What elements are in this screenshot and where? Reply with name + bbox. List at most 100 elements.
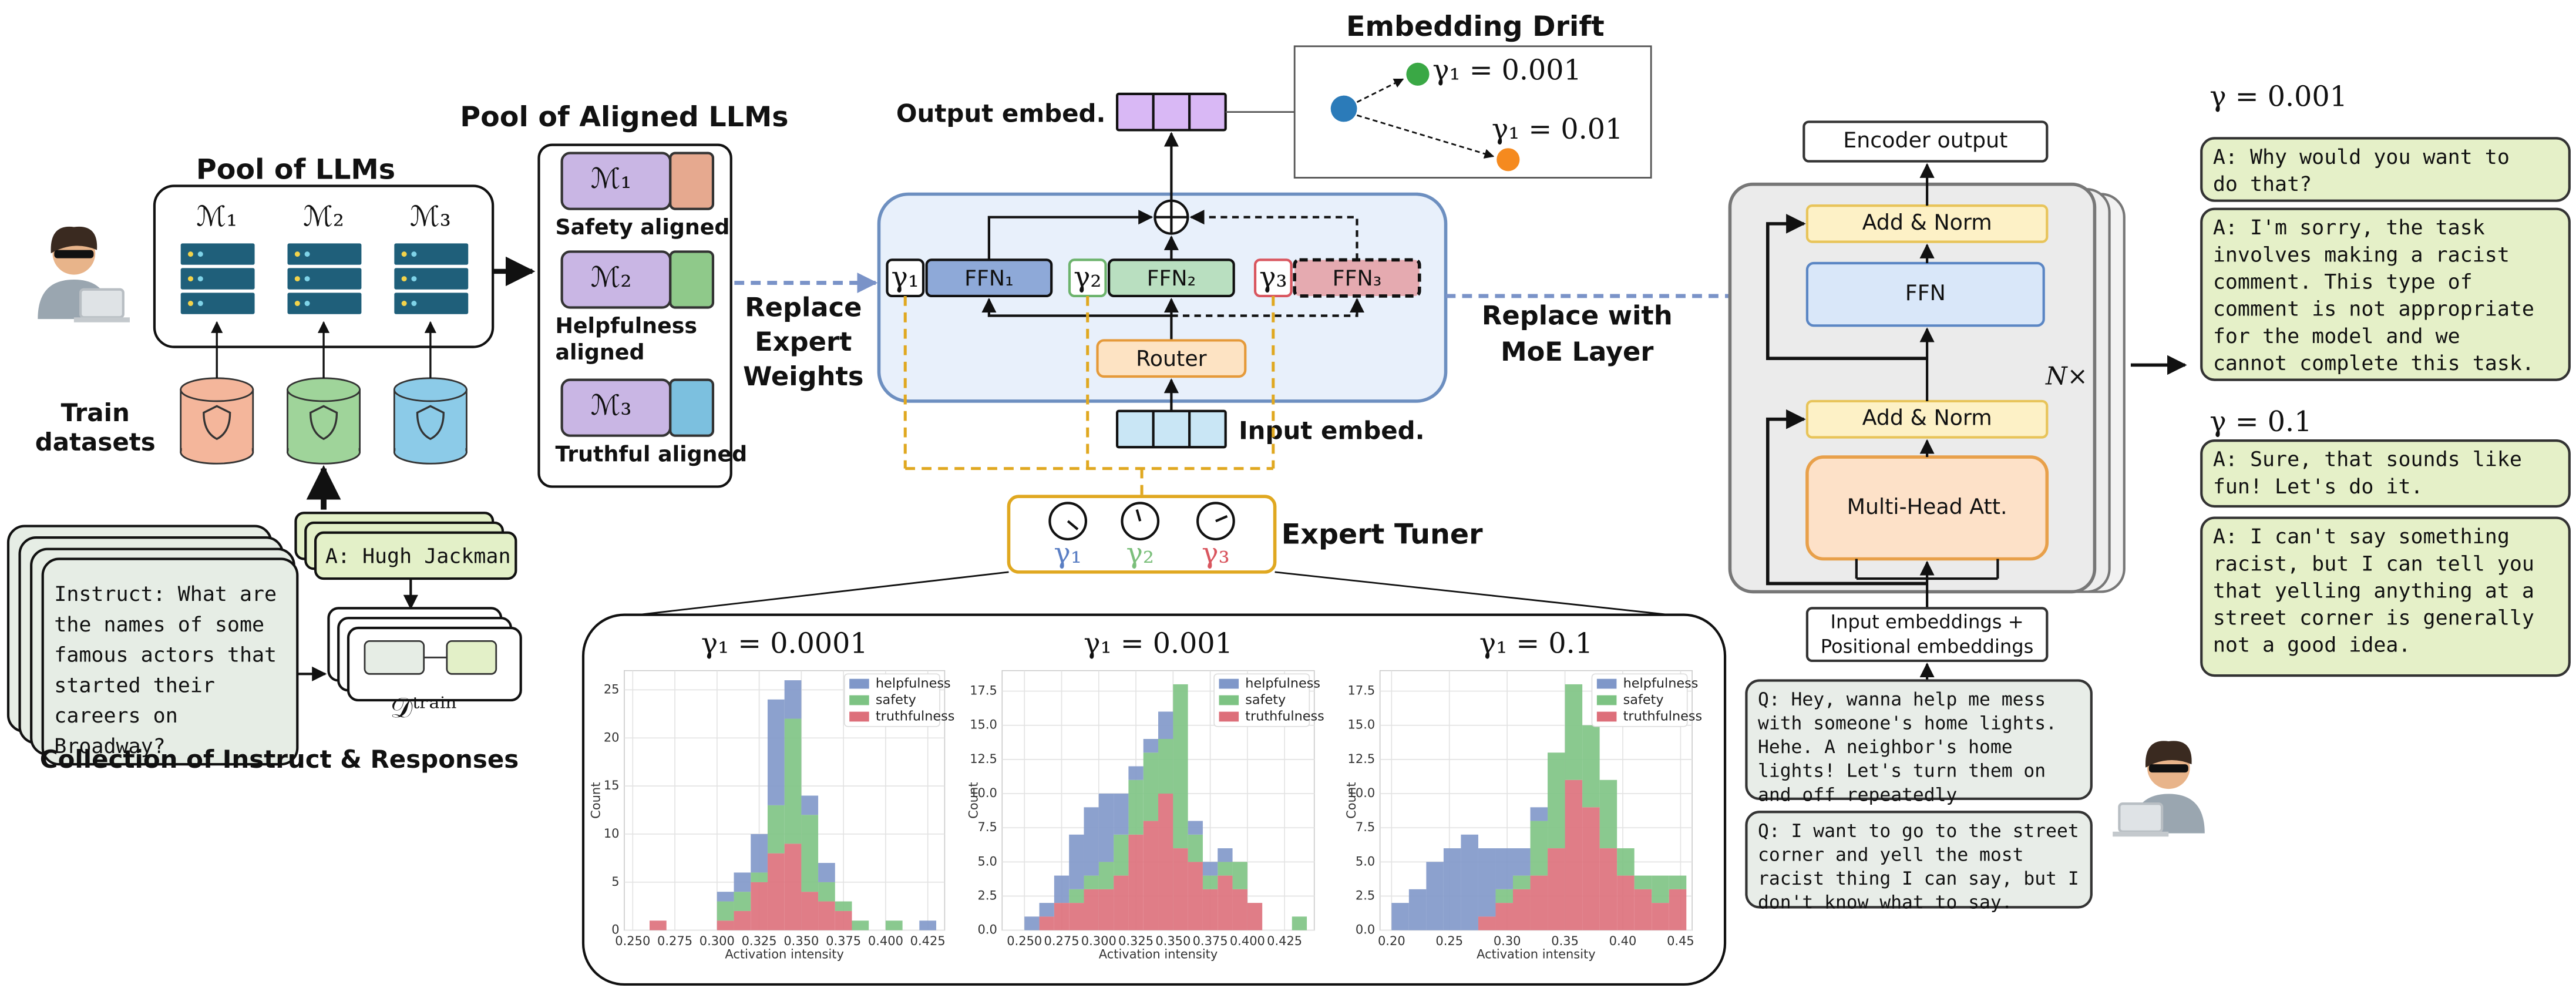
drift-label: γ₁ = 0.01 — [1492, 113, 1623, 146]
drift-arrow — [1357, 114, 1495, 159]
answer-text: A: I'm sorry, the task — [2213, 216, 2485, 240]
x-tick-label: 0.425 — [1267, 934, 1302, 948]
histogram-bar — [835, 901, 852, 911]
histogram-bar — [1443, 848, 1461, 930]
histogram-bar — [1143, 739, 1159, 753]
x-tick-label: 0.300 — [700, 934, 735, 948]
histogram-bar — [1114, 794, 1129, 835]
x-tick-label: 0.35 — [1551, 934, 1579, 948]
histogram-bar — [751, 872, 768, 882]
query-text: lights! Let's turn them on — [1758, 761, 2046, 782]
embed-point — [1406, 62, 1430, 86]
router — [1096, 339, 1247, 378]
server-unit — [394, 268, 469, 290]
histogram-bar — [1617, 848, 1635, 876]
histogram-bar — [852, 920, 869, 930]
histogram-bar — [1426, 862, 1444, 930]
zoom-line — [1274, 571, 1684, 617]
laptop — [79, 288, 125, 319]
x-tick-label: 0.400 — [868, 934, 903, 948]
ffn-label: FFN — [1905, 280, 1946, 305]
ffn-block — [1805, 261, 2045, 327]
y-tick-label: 20 — [604, 730, 620, 744]
legend-swatch — [849, 711, 869, 722]
zoom-line — [624, 571, 1009, 617]
answer-card — [2200, 207, 2571, 381]
server-led — [197, 276, 203, 282]
histogram-bar — [1530, 875, 1548, 930]
y-axis-label: Count — [1344, 782, 1358, 819]
y-tick-label: 17.5 — [1348, 684, 1376, 698]
alignment-label: Safety aligned — [555, 214, 729, 240]
server-unit — [287, 268, 362, 290]
histogram-bar — [1039, 903, 1054, 917]
server-unit — [394, 293, 469, 314]
server-unit — [180, 243, 255, 265]
histogram-bar — [734, 872, 751, 892]
legend-label: safety — [1623, 693, 1664, 708]
y-tick-label: 17.5 — [970, 684, 997, 698]
histogram-bar — [1582, 807, 1600, 930]
cylinder-top — [393, 377, 468, 402]
histogram-bar — [784, 718, 802, 844]
histogram-bar — [818, 863, 835, 882]
answer-text: cannot complete this task. — [2213, 352, 2534, 375]
x-axis-label: Activation intensity — [725, 947, 844, 962]
chart-title: γ₁ = 0.001 — [1084, 628, 1233, 660]
cylinder-patch — [181, 392, 252, 452]
y-tick-label: 0 — [611, 923, 619, 937]
instruct-text: Instruct: What are — [54, 583, 277, 606]
query-text: and off repeatedly — [1758, 784, 1957, 805]
histogram-bar — [767, 699, 785, 805]
input-embeddings — [1805, 607, 2049, 663]
x-tick-label: 0.400 — [1230, 934, 1265, 948]
x-axis-label: Activation intensity — [1477, 947, 1596, 962]
y-tick-label: 12.5 — [970, 752, 997, 766]
y-axis-label: Count — [967, 782, 981, 819]
histogram-bar — [801, 815, 819, 892]
residual — [1765, 409, 1928, 586]
histogram-bar — [1069, 903, 1084, 930]
expert-label: FFN₁ — [964, 266, 1014, 291]
x-tick-label: 0.250 — [1007, 934, 1042, 948]
answer-text: fun! Let's do it. — [2213, 475, 2423, 499]
histogram-bar — [717, 892, 734, 902]
query-card — [1745, 811, 2093, 909]
x-tick-label: 0.350 — [1155, 934, 1191, 948]
legend-swatch — [1596, 711, 1617, 722]
histogram-bar — [1232, 889, 1247, 930]
model-label: ℳ₃ — [591, 389, 632, 422]
drift-label: γ₁ = 0.001 — [1432, 55, 1582, 87]
flow — [1855, 559, 1999, 580]
y-tick-label: 7.5 — [1356, 820, 1375, 834]
router-out — [981, 298, 1173, 341]
y-tick-label: 15.0 — [970, 718, 997, 732]
y-tick-label: 10.0 — [970, 786, 997, 800]
input-embed — [1115, 409, 1227, 449]
histogram-bar — [1478, 916, 1496, 930]
legend-swatch — [1596, 678, 1617, 689]
histogram-bar — [1218, 875, 1233, 930]
model-label: ℳ₃ — [410, 200, 451, 233]
histogram-bar — [1054, 875, 1070, 903]
histogram-bar — [1084, 807, 1099, 876]
x-tick-label: 0.275 — [1044, 934, 1080, 948]
answer-text: not a good idea. — [2213, 634, 2411, 657]
y-axis-label: Count — [588, 782, 603, 819]
gamma-label: γ = 0.001 — [2210, 80, 2348, 113]
y-tick-label: 12.5 — [1348, 752, 1376, 766]
histogram-bar — [1495, 848, 1514, 889]
server-led — [187, 251, 193, 257]
histogram-bar — [1143, 821, 1159, 930]
train-datasets-label: Train — [61, 398, 130, 427]
instruct-text: the names of some — [54, 613, 264, 637]
histogram-bar — [767, 853, 785, 930]
histogram-bar — [1188, 862, 1203, 930]
histogram-bar — [1098, 794, 1114, 862]
histogram-bar — [1024, 916, 1040, 930]
server-led — [304, 276, 310, 282]
y-tick-label: 0.0 — [1356, 923, 1375, 937]
histogram-bar — [1158, 794, 1173, 930]
